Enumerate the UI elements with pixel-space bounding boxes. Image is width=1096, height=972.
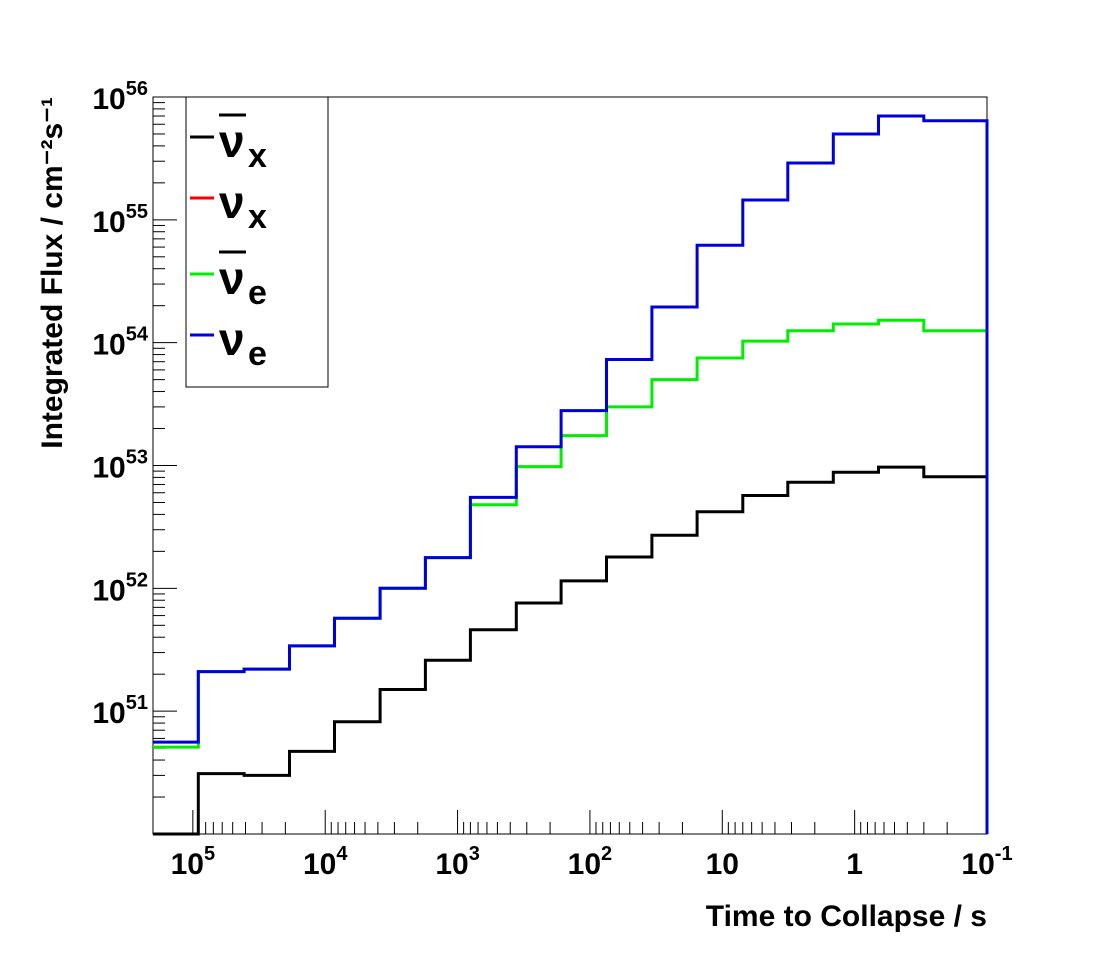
x-tick-label: 10-1 xyxy=(961,843,1012,881)
x-tick-label: 103 xyxy=(435,843,480,881)
y-tick-label-exponent: 51 xyxy=(126,692,148,714)
y-tick-label-base: 10 xyxy=(92,452,125,485)
legend-label: ν xyxy=(219,313,245,365)
series-layer xyxy=(153,114,989,836)
y-tick-label-base: 10 xyxy=(92,329,125,362)
y-tick-label: 1056 xyxy=(92,78,148,116)
legend-subscript: x xyxy=(248,137,267,175)
x-tick-label-base: 10 xyxy=(961,848,994,881)
series-line-3 xyxy=(153,114,989,834)
y-tick-label: 1052 xyxy=(92,569,148,607)
y-axis-label: Integrated Flux / cm⁻²s⁻¹ xyxy=(36,97,69,449)
x-tick-label-exponent: 5 xyxy=(204,843,215,865)
y-tick-label-exponent: 53 xyxy=(126,447,148,469)
y-tick-label-exponent: 54 xyxy=(126,324,149,346)
x-tick-label-exponent: -1 xyxy=(995,843,1013,865)
y-tick-label: 1054 xyxy=(92,324,148,362)
x-tick-label-exponent: 3 xyxy=(469,843,480,865)
x-tick-label-base: 10 xyxy=(435,848,468,881)
series-line-0 xyxy=(153,465,989,836)
y-tick-label-exponent: 56 xyxy=(126,78,148,100)
legend-label: ν xyxy=(219,115,245,167)
legend-label: ν xyxy=(219,252,245,304)
x-tick-label-base: 10 xyxy=(303,848,336,881)
x-tick-label: 104 xyxy=(303,843,348,881)
legend-subscript: x xyxy=(248,198,267,236)
y-tick-label-base: 10 xyxy=(92,206,125,239)
legend-label: ν xyxy=(219,176,245,228)
x-major-ticks: 105 104 103 102 10 1 10-1 xyxy=(171,810,1013,881)
x-tick-label: 1 xyxy=(846,848,863,881)
x-tick-label-base: 1 xyxy=(846,848,863,881)
x-tick-label: 10 xyxy=(706,848,739,881)
legend-subscript: e xyxy=(248,274,267,312)
x-tick-label-exponent: 2 xyxy=(601,843,612,865)
x-tick-label: 102 xyxy=(568,843,613,881)
legend: ν xν xν eν e xyxy=(185,96,329,388)
x-tick-label-base: 10 xyxy=(706,848,739,881)
y-tick-label: 1053 xyxy=(92,447,148,485)
y-tick-label-exponent: 52 xyxy=(126,569,148,591)
y-tick-label-base: 10 xyxy=(92,574,125,607)
x-minor-ticks xyxy=(152,822,948,834)
y-tick-label: 1055 xyxy=(92,201,148,239)
y-tick-label-base: 10 xyxy=(92,83,125,116)
x-axis-label: Time to Collapse / s xyxy=(706,900,987,933)
series-line-2 xyxy=(153,318,989,834)
x-tick-label: 105 xyxy=(171,843,216,881)
legend-box xyxy=(185,96,329,388)
y-tick-label-base: 10 xyxy=(92,697,125,730)
y-tick-label-exponent: 55 xyxy=(126,201,148,223)
x-tick-label-base: 10 xyxy=(568,848,601,881)
x-tick-label-exponent: 4 xyxy=(336,843,348,865)
y-tick-label: 1051 xyxy=(92,692,148,730)
y-minor-ticks xyxy=(153,102,165,798)
legend-subscript: e xyxy=(248,335,267,373)
x-tick-label-base: 10 xyxy=(171,848,204,881)
